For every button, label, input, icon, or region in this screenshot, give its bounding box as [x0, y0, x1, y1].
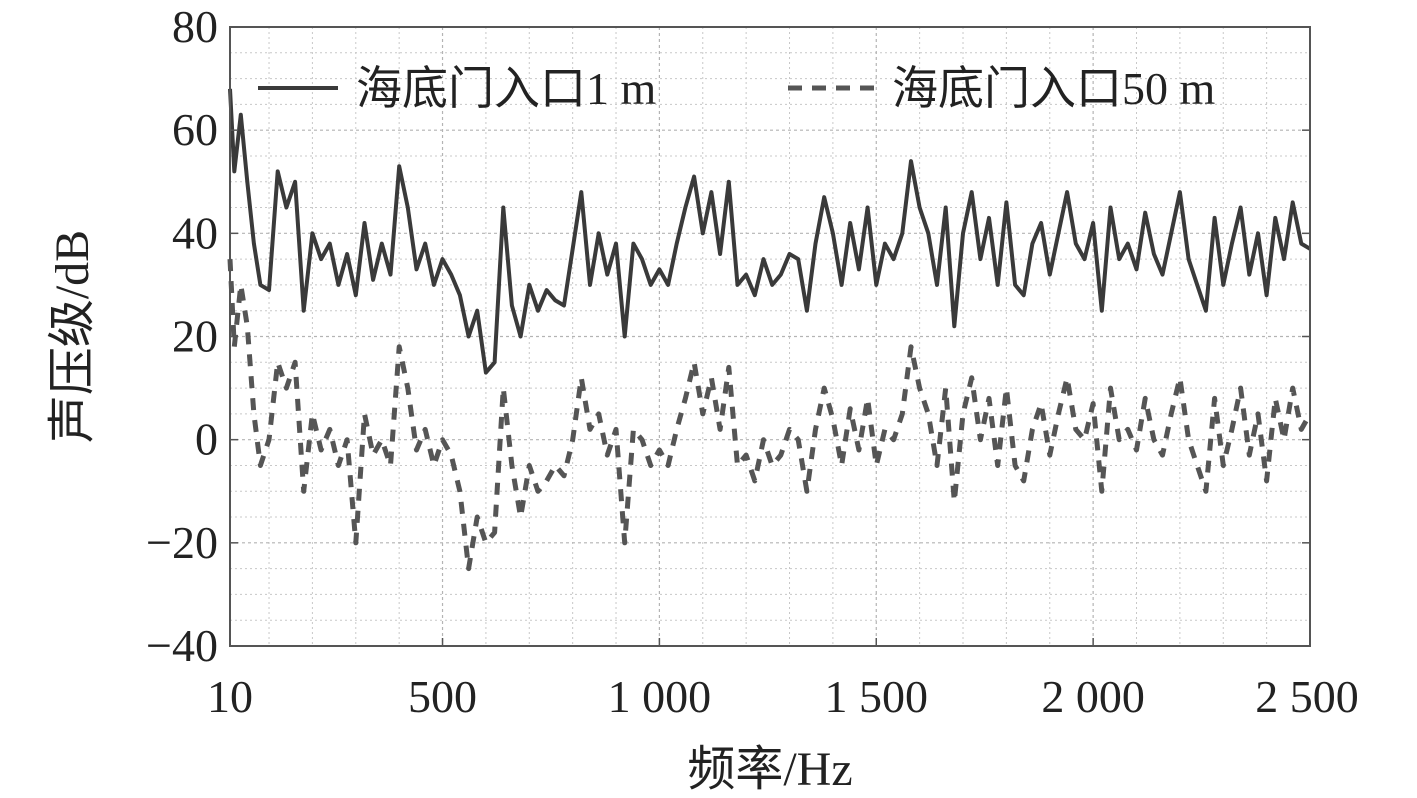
y-tick-label: −40 [146, 620, 218, 671]
series-line-0 [228, 88, 1312, 375]
plot-lines-group [227, 88, 1313, 572]
x-axis-ticks: 10 500 1 000 1 500 2 000 2 500 [207, 638, 1359, 722]
x-tick-label: 1 000 [608, 671, 712, 722]
y-tick-label: 80 [172, 1, 218, 52]
legend: 海底门入口1 m 海底门入口50 m [258, 63, 1216, 114]
y-tick-label: 0 [195, 414, 218, 465]
y-axis-ticks: −40 −20 0 20 40 60 80 [146, 1, 1310, 671]
y-axis-label: 声压级/dB [46, 230, 99, 443]
x-axis-label: 频率/Hz [687, 743, 852, 796]
x-tick-label: 2 000 [1041, 671, 1145, 722]
x-tick-label: 500 [408, 671, 477, 722]
legend-entry-50m: 海底门入口50 m [892, 63, 1216, 114]
x-tick-label: 2 500 [1255, 671, 1359, 722]
y-tick-label: 40 [172, 207, 218, 258]
legend-entry-1m: 海底门入口1 m [356, 63, 657, 114]
x-tick-label: 10 [207, 671, 253, 722]
y-tick-label: 20 [172, 311, 218, 362]
x-tick-label: 1 500 [825, 671, 929, 722]
y-tick-label: 60 [172, 104, 218, 155]
series-line-1 [227, 258, 1313, 572]
grid-lines [230, 27, 1310, 646]
y-tick-label: −20 [146, 517, 218, 568]
